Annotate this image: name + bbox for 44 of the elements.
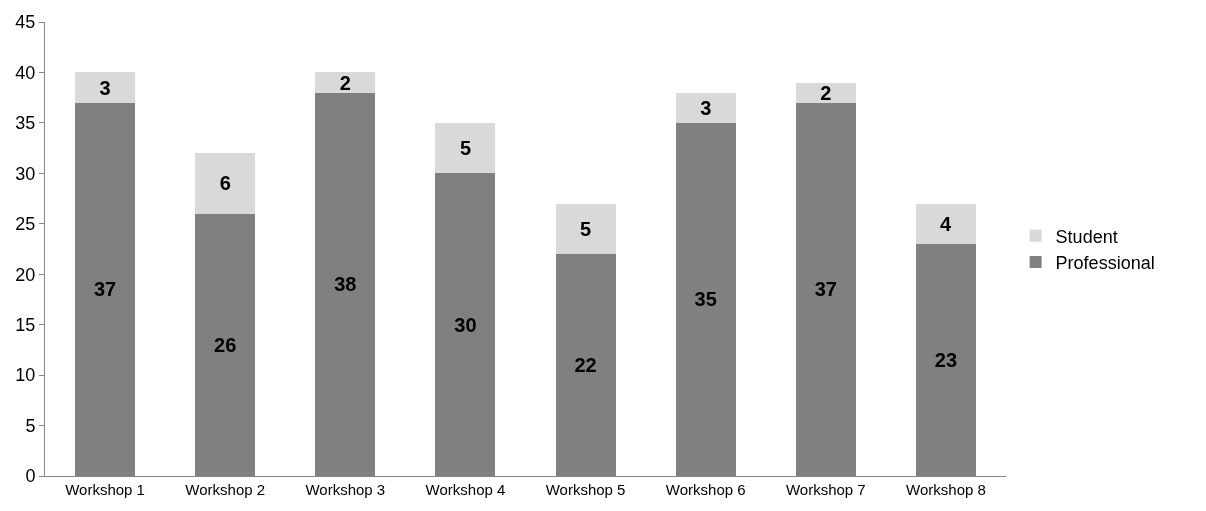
bar: [75, 72, 136, 103]
y-tick-label: 40: [15, 62, 36, 83]
data-label: 35: [694, 288, 717, 311]
data-label: 30: [454, 313, 477, 336]
y-tick-label: 45: [15, 12, 36, 33]
data-label: 38: [334, 273, 357, 296]
bar: [555, 203, 616, 255]
data-label: 2: [339, 71, 351, 94]
legend-label: Professional: [1055, 253, 1155, 274]
x-tick-label: Workshop 3: [305, 481, 386, 498]
data-label: 6: [219, 172, 231, 195]
data-label: 37: [814, 278, 837, 301]
y-tick-label: 0: [25, 466, 36, 487]
x-tick-label: Workshop 2: [185, 481, 266, 498]
y-tick-label: 15: [15, 314, 36, 335]
bar: [675, 92, 736, 123]
bar: [195, 153, 256, 214]
data-label: 37: [93, 278, 117, 301]
y-tick-label: 35: [15, 113, 36, 134]
data-label: 4: [939, 212, 952, 235]
x-tick-label: Workshop 8: [906, 481, 986, 498]
bar: [435, 122, 496, 174]
data-label: 5: [580, 217, 592, 240]
x-tick-label: Workshop 5: [545, 481, 626, 498]
x-tick-label: Workshop 6: [665, 481, 746, 498]
data-label: 3: [700, 96, 712, 119]
legend-label: Student: [1055, 226, 1118, 247]
y-tick-label: 20: [15, 264, 36, 285]
y-tick-label: 25: [15, 214, 36, 235]
bar: [795, 82, 856, 103]
bar: [315, 72, 376, 93]
data-label: 23: [934, 348, 958, 371]
data-label: 22: [574, 354, 597, 377]
data-label: 26: [214, 333, 237, 356]
x-tick-label: Workshop 7: [785, 481, 866, 498]
x-tick-label: Workshop 1: [65, 481, 145, 498]
y-tick-label: 30: [15, 163, 36, 184]
y-tick-label: 5: [25, 415, 36, 436]
data-label: 2: [820, 81, 832, 104]
bar: [915, 203, 976, 244]
y-tick-label: 10: [15, 365, 36, 386]
x-tick-label: Workshop 4: [425, 481, 506, 498]
data-label: 5: [459, 137, 471, 160]
data-label: 3: [99, 76, 111, 99]
